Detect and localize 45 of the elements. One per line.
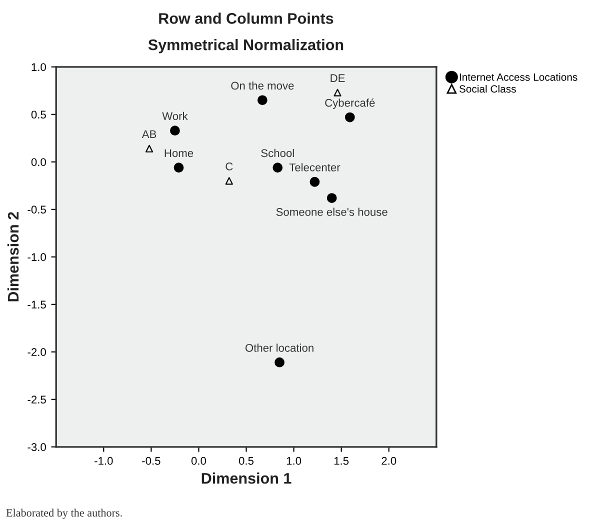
x-tick-label: -1.0 [94,456,113,465]
point [257,95,268,106]
annotation: Cybercafé [325,98,375,109]
x-tick-label: 2.0 [382,456,396,465]
y-tick-label: -2.5 [28,396,46,404]
annotation: AB [142,130,156,138]
annotation: DE [330,74,345,82]
annotation: Someone else's house [276,208,388,216]
text: Elaborated by the authors. [6,508,122,519]
y-tick-label: -2.0 [28,348,46,356]
x-tick-label: -0.5 [142,456,160,465]
point [274,357,284,368]
y-tick-label: -3.0 [28,443,46,452]
point [344,112,355,122]
y-tick-label: 0.5 [31,110,46,119]
point [310,176,320,187]
x-axis-title: Dimension 1 [202,472,292,484]
point [225,177,233,185]
legend-label: Internet Access Locations [460,73,578,81]
chart-subtitle: Symmetrical Normalization [148,38,344,54]
legend-label: Social Class [459,84,516,93]
y-tick-label: -0.5 [28,206,46,214]
annotation: Telecenter [289,163,340,172]
y-tick-label: 0.0 [31,158,46,166]
annotation: C [226,162,233,170]
point [272,162,283,173]
point [326,193,337,203]
y-tick-label: -1.0 [28,253,46,262]
point [174,162,184,173]
annotation: Work [162,112,188,120]
point [145,144,154,152]
x-tick-label: 0.5 [238,456,254,465]
annotation: On the move [231,81,294,90]
x-tick-label: 1.5 [334,457,349,465]
point [170,126,180,136]
y-axis-title: Dimension 2 [7,212,19,302]
x-tick-label: 0.0 [191,456,206,465]
annotation: Other location [245,344,314,352]
y-tick-label: 1.0 [32,63,46,72]
chart-title: Row and Column Points [159,12,334,24]
annotation: School [261,148,294,158]
x-tick-label: 1.0 [286,456,302,465]
annotation: Home [164,149,194,158]
point [334,88,342,96]
y-tick-label: -1.5 [28,300,46,309]
